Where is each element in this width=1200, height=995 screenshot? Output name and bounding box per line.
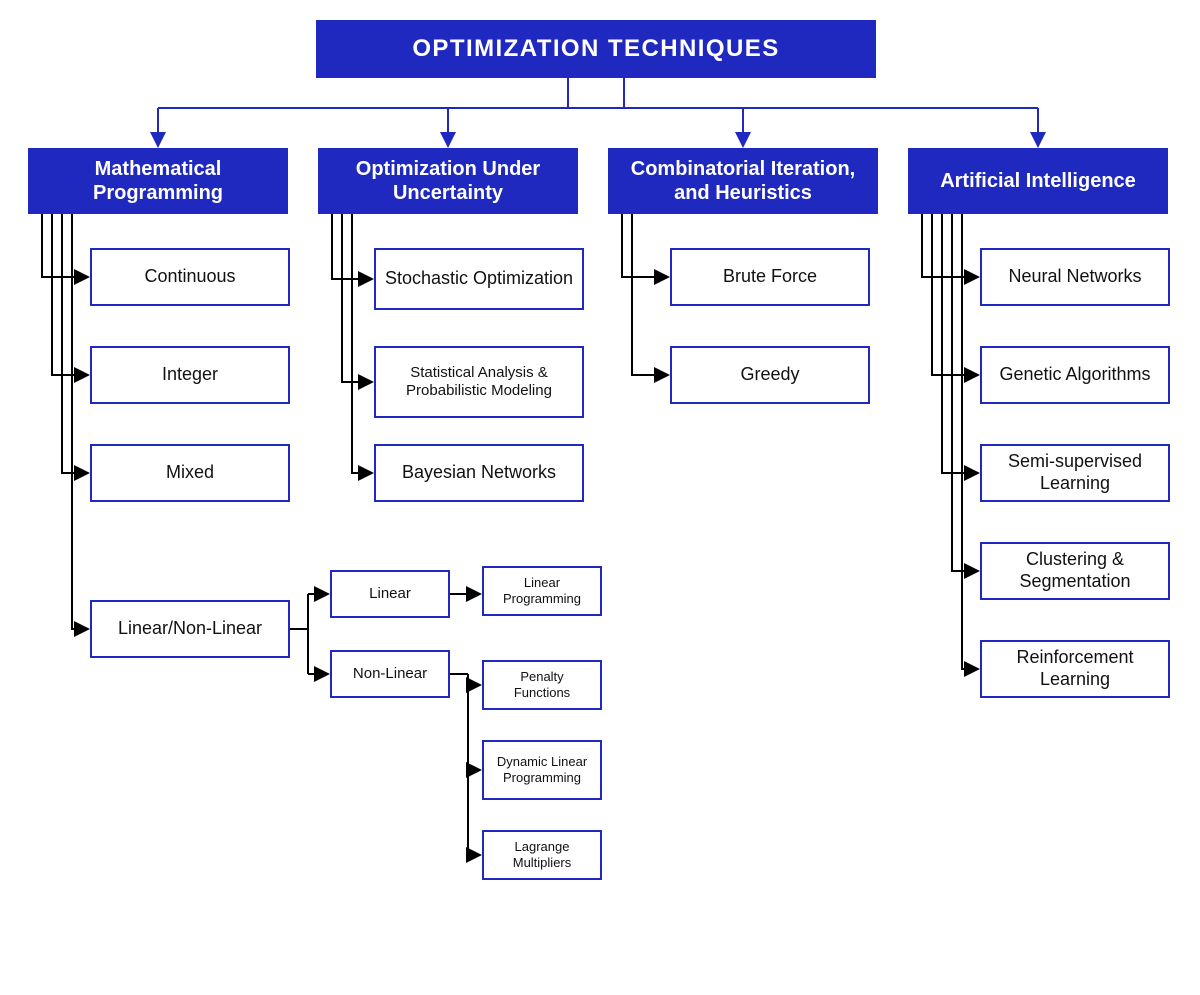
diagram-stage: OPTIMIZATION TECHNIQUES Mathematical Prog… bbox=[0, 0, 1200, 995]
leaf-node: Semi-supervised Learning bbox=[980, 444, 1170, 502]
leaf-node: Mixed bbox=[90, 444, 290, 502]
leaf-node: Dynamic Linear Programming bbox=[482, 740, 602, 800]
leaf-node: Linear/Non-Linear bbox=[90, 600, 290, 658]
leaf-node: Penalty Functions bbox=[482, 660, 602, 710]
leaf-node: Non-Linear bbox=[330, 650, 450, 698]
leaf-node: Bayesian Networks bbox=[374, 444, 584, 502]
leaf-node: Brute Force bbox=[670, 248, 870, 306]
root-node: OPTIMIZATION TECHNIQUES bbox=[316, 20, 876, 78]
leaf-node: Statistical Analysis & Probabilistic Mod… bbox=[374, 346, 584, 418]
category-node: Combinatorial Iteration, and Heuristics bbox=[608, 148, 878, 214]
category-node: Artificial Intelligence bbox=[908, 148, 1168, 214]
leaf-node: Linear bbox=[330, 570, 450, 618]
leaf-node: Genetic Algorithms bbox=[980, 346, 1170, 404]
leaf-node: Neural Networks bbox=[980, 248, 1170, 306]
leaf-node: Reinforcement Learning bbox=[980, 640, 1170, 698]
leaf-node: Greedy bbox=[670, 346, 870, 404]
leaf-node: Continuous bbox=[90, 248, 290, 306]
leaf-node: Stochastic Optimization bbox=[374, 248, 584, 310]
leaf-node: Integer bbox=[90, 346, 290, 404]
category-node: Optimization Under Uncertainty bbox=[318, 148, 578, 214]
leaf-node: Linear Programming bbox=[482, 566, 602, 616]
leaf-node: Clustering & Segmentation bbox=[980, 542, 1170, 600]
category-node: Mathematical Programming bbox=[28, 148, 288, 214]
leaf-node: Lagrange Multipliers bbox=[482, 830, 602, 880]
